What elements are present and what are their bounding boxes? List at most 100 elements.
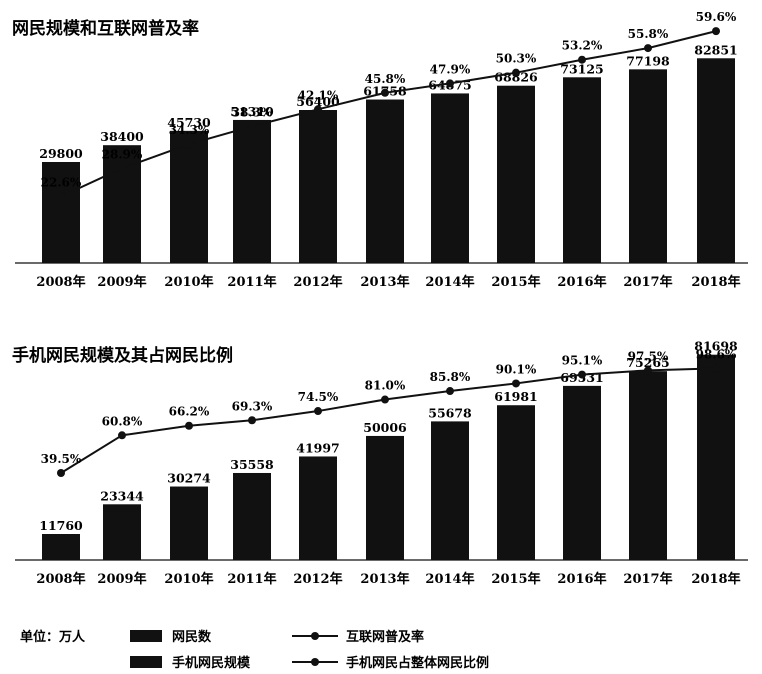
x-tick-label: 2012年 (293, 571, 342, 587)
bar (103, 504, 141, 560)
line-value-label: 59.6% (696, 10, 737, 24)
bar-value-label: 82851 (694, 42, 738, 57)
x-tick-label: 2008年 (36, 571, 85, 587)
bar-value-label: 73125 (560, 61, 604, 76)
bar-value-label: 38400 (100, 129, 144, 144)
line-point (712, 27, 720, 36)
bar (233, 472, 271, 560)
x-tick-label: 2015年 (491, 571, 540, 587)
x-tick-label: 2013年 (360, 274, 409, 290)
x-tick-label: 2010年 (164, 571, 213, 587)
internet-scale-chart: 网民规模和互联网普及率29800384004573051310564006175… (12, 10, 748, 290)
line-point (381, 88, 389, 97)
bar-value-label: 77198 (626, 53, 670, 68)
bar-value-label: 23344 (100, 488, 144, 503)
x-tick-label: 2009年 (97, 274, 146, 290)
bar-value-label: 41997 (296, 440, 340, 455)
bar (299, 109, 337, 263)
line-point (185, 421, 193, 430)
line-point (118, 431, 126, 440)
line-point (512, 379, 520, 388)
line-point (248, 416, 256, 425)
bar-value-label: 61981 (494, 389, 538, 404)
x-tick-label: 2014年 (425, 274, 474, 290)
bar-value-label: 55678 (428, 405, 472, 420)
bar-value-label: 75265 (626, 355, 670, 370)
mobile-scale-chart: 手机网民规模及其占网民比例 11760 23344 30274 35558 41997 50… (12, 339, 748, 587)
line-point (446, 387, 454, 396)
x-tick-label: 2009年 (97, 571, 146, 587)
line-value-label: 74.5% (298, 390, 339, 404)
x-tick-label: 2013年 (360, 571, 409, 587)
x-tick-label: 2011年 (227, 274, 276, 290)
x-tick-label: 2008年 (36, 274, 85, 290)
bar (497, 405, 535, 560)
bar (629, 69, 667, 263)
bar (431, 421, 469, 560)
x-tick-label: 2012年 (293, 274, 342, 290)
bar (366, 435, 404, 560)
bar (697, 58, 735, 263)
line-value-label: 55.8% (628, 27, 669, 41)
line-point (57, 469, 65, 477)
legend-label-penetration: 互联网普及率 (346, 629, 424, 645)
line-point (644, 366, 652, 375)
legend-marker-mobile-share (311, 658, 319, 666)
legend-label-netizens: 网民数 (172, 629, 212, 645)
line-point (578, 55, 586, 64)
bar (431, 93, 469, 263)
line-value-label: 98.6% (696, 347, 737, 361)
bar (42, 162, 80, 263)
bar-value-label: 11760 (39, 518, 83, 533)
line-point (712, 364, 720, 373)
bar (497, 85, 535, 264)
x-tick-label: 2010年 (164, 274, 213, 290)
line-point (578, 370, 586, 379)
bar (629, 371, 667, 560)
line-value-label: 39.5% (41, 452, 82, 466)
bar (170, 486, 208, 560)
legend-label-mobile: 手机网民规模 (172, 655, 251, 671)
bar (697, 354, 735, 560)
line-value-label: 38.3% (232, 105, 273, 119)
line-value-label: 50.3% (496, 52, 537, 66)
line-value-label: 90.1% (496, 362, 537, 376)
x-tick-label: 2014年 (425, 571, 474, 587)
bar (366, 99, 404, 263)
legend-unit: 单位：万人 (20, 629, 86, 645)
x-tick-label: 2016年 (557, 571, 606, 587)
line-point (314, 407, 322, 416)
x-tick-label: 2017年 (623, 274, 672, 290)
x-tick-label: 2016年 (557, 274, 606, 290)
line-point (314, 105, 322, 114)
bar-value-label: 50006 (363, 420, 407, 435)
line-value-label: 81.0% (365, 379, 406, 393)
line-value-label: 53.2% (562, 39, 603, 53)
bar-value-label: 30274 (167, 471, 211, 486)
line-point (248, 122, 256, 131)
bar-value-label: 45730 (167, 115, 211, 130)
x-tick-label: 2011年 (227, 571, 276, 587)
line-point (118, 164, 126, 173)
line-value-label: 34.3% (169, 123, 210, 137)
line-point (185, 140, 193, 149)
legend-swatch-netizens (130, 630, 162, 642)
line-point (57, 192, 65, 201)
chart-title: 手机网民规模及其占网民比例 (12, 345, 233, 366)
bar (299, 456, 337, 560)
line-point (381, 395, 389, 404)
line-value-label: 47.9% (430, 62, 471, 76)
line-value-label: 45.8% (365, 72, 406, 86)
legend-swatch-mobile (130, 656, 162, 668)
x-tick-label: 2017年 (623, 571, 672, 587)
bar-value-label: 35558 (230, 457, 274, 472)
line-value-label: 85.8% (430, 370, 471, 384)
bar-value-label: 81698 (694, 339, 738, 354)
legend-marker-penetration (311, 632, 319, 640)
line-point (512, 68, 520, 77)
line-value-label: 66.2% (169, 405, 210, 419)
x-tick-label: 2018年 (691, 571, 740, 587)
bar-value-label: 56400 (296, 94, 340, 109)
